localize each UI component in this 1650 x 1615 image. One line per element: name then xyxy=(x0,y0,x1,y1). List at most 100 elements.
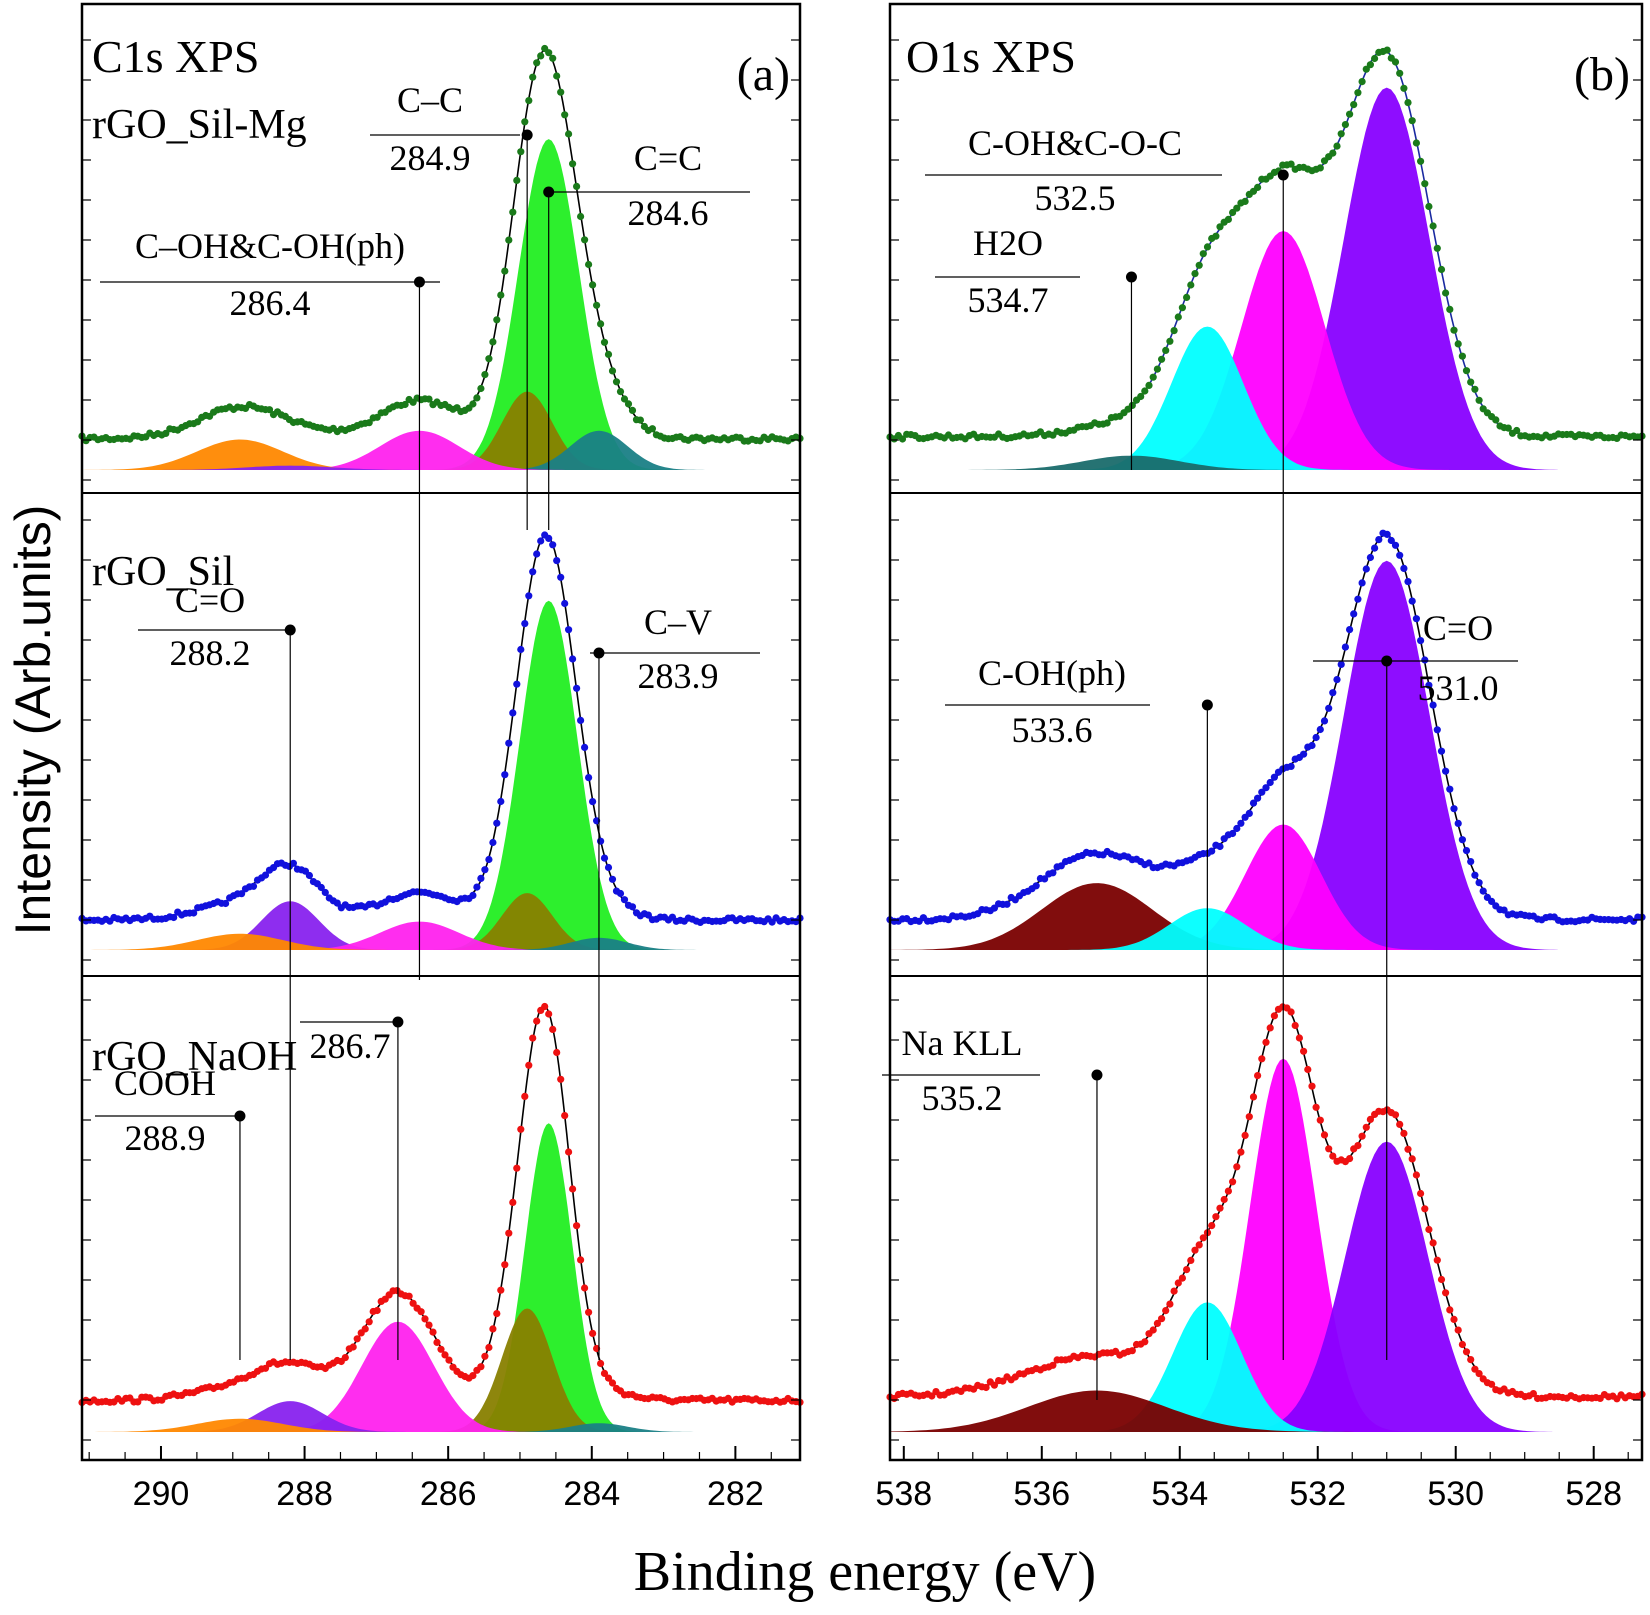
peak-label-value: 535.2 xyxy=(922,1078,1003,1118)
data-point xyxy=(1396,551,1404,559)
data-point xyxy=(249,882,258,890)
data-point xyxy=(1178,1274,1186,1282)
data-point xyxy=(573,182,581,190)
data-point xyxy=(628,406,637,414)
data-point xyxy=(365,419,373,427)
panel-a-letter: (a) xyxy=(737,48,790,101)
data-point xyxy=(1450,1315,1458,1323)
panel-a-peak-labels: C–C 284.9 C=C 284.6 C–OH&C-OH(ph) 286.4 C=O 288… xyxy=(95,80,760,1360)
data-point xyxy=(1458,352,1466,360)
data-point xyxy=(1224,1187,1232,1195)
component-fill-rgo_naoh-c-v xyxy=(484,1423,714,1432)
x-tick-label: 528 xyxy=(1565,1475,1622,1513)
data-point xyxy=(604,863,613,872)
data-point xyxy=(425,395,433,403)
data-point xyxy=(513,680,521,688)
data-point xyxy=(553,72,561,80)
data-point xyxy=(1425,681,1433,689)
x-tick-label: 286 xyxy=(420,1475,477,1513)
peak-marker xyxy=(234,1110,246,1122)
panel-b-frame xyxy=(888,2,1644,1462)
data-point xyxy=(1329,689,1337,697)
data-point xyxy=(608,367,617,375)
data-point xyxy=(361,1325,369,1333)
data-point xyxy=(1341,121,1349,129)
data-point xyxy=(1421,656,1429,664)
data-point xyxy=(1287,762,1295,771)
peak-marker xyxy=(1201,699,1213,711)
peak-marker xyxy=(392,1016,404,1028)
data-point xyxy=(565,130,573,138)
data-point xyxy=(1333,142,1341,150)
x-tick-label: 538 xyxy=(875,1475,932,1513)
data-point xyxy=(561,1112,569,1120)
data-point xyxy=(1350,101,1358,109)
data-point xyxy=(1504,424,1512,432)
data-point xyxy=(569,1185,577,1193)
data-point xyxy=(1346,1155,1354,1163)
peak-marker xyxy=(1277,169,1289,181)
component-fill-rgo_sil-mg-o-c-o xyxy=(1215,87,1558,470)
data-point xyxy=(1208,1222,1216,1230)
data-point xyxy=(1454,1326,1462,1334)
data-point xyxy=(1467,858,1475,866)
data-point xyxy=(569,655,577,663)
data-point xyxy=(409,1299,417,1307)
panel-a-frame xyxy=(80,2,802,1462)
data-point xyxy=(1442,1289,1450,1297)
data-point xyxy=(1529,1390,1537,1398)
data-point xyxy=(1346,626,1354,634)
data-point xyxy=(421,1315,429,1323)
data-point xyxy=(1316,1116,1324,1124)
data-point xyxy=(585,1308,593,1316)
data-point xyxy=(1320,717,1329,725)
data-point xyxy=(533,59,541,67)
peak-label-value: 531.0 xyxy=(1418,668,1499,708)
data-point xyxy=(1358,579,1366,587)
data-point xyxy=(1212,1213,1220,1221)
data-point xyxy=(501,1261,509,1269)
x-tick-label: 282 xyxy=(707,1475,764,1513)
data-point xyxy=(585,260,593,269)
data-point xyxy=(481,371,489,379)
data-point xyxy=(1408,597,1416,605)
component-fill-rgo_sil-mg-o-c-oh-ph- xyxy=(1063,326,1351,470)
data-point xyxy=(1467,378,1475,386)
data-point xyxy=(589,1329,597,1337)
data-point xyxy=(1270,773,1278,781)
data-point xyxy=(417,1308,425,1316)
data-point xyxy=(1429,1239,1437,1247)
data-point xyxy=(1141,1338,1149,1346)
data-point xyxy=(1103,419,1111,427)
data-point xyxy=(1404,1145,1412,1153)
data-point xyxy=(1354,595,1362,603)
peak-marker xyxy=(1381,655,1393,667)
data-point xyxy=(549,541,557,549)
data-point xyxy=(1178,304,1186,312)
data-point xyxy=(1212,232,1220,240)
data-point xyxy=(1233,1163,1241,1171)
data-point xyxy=(600,338,609,346)
peak-label-value: 534.7 xyxy=(968,280,1049,320)
data-point xyxy=(545,1010,553,1018)
peak-marker xyxy=(521,129,533,141)
x-tick-label: 534 xyxy=(1151,1475,1208,1513)
panel-a-c1s: C–C 284.9 C=C 284.6 C–OH&C-OH(ph) 286.4 C=O 288… xyxy=(78,2,804,1513)
panel-a-title: C1s XPS xyxy=(92,31,259,82)
data-point xyxy=(1396,69,1404,77)
data-point xyxy=(1417,157,1425,165)
data-point xyxy=(1400,564,1408,573)
data-point xyxy=(1049,869,1057,877)
data-point xyxy=(1408,117,1416,125)
data-point xyxy=(1216,223,1224,231)
data-point xyxy=(1262,1038,1270,1046)
data-point xyxy=(469,891,477,900)
data-point xyxy=(349,1343,357,1351)
peak-label-name: Na KLL xyxy=(902,1023,1023,1063)
component-fill-rgo_sil-mg-c-o-c1s xyxy=(117,465,463,470)
data-point xyxy=(1479,887,1487,895)
data-point xyxy=(1287,1008,1295,1016)
data-point xyxy=(1454,340,1462,348)
data-point xyxy=(1270,1012,1278,1020)
data-point xyxy=(481,866,489,874)
